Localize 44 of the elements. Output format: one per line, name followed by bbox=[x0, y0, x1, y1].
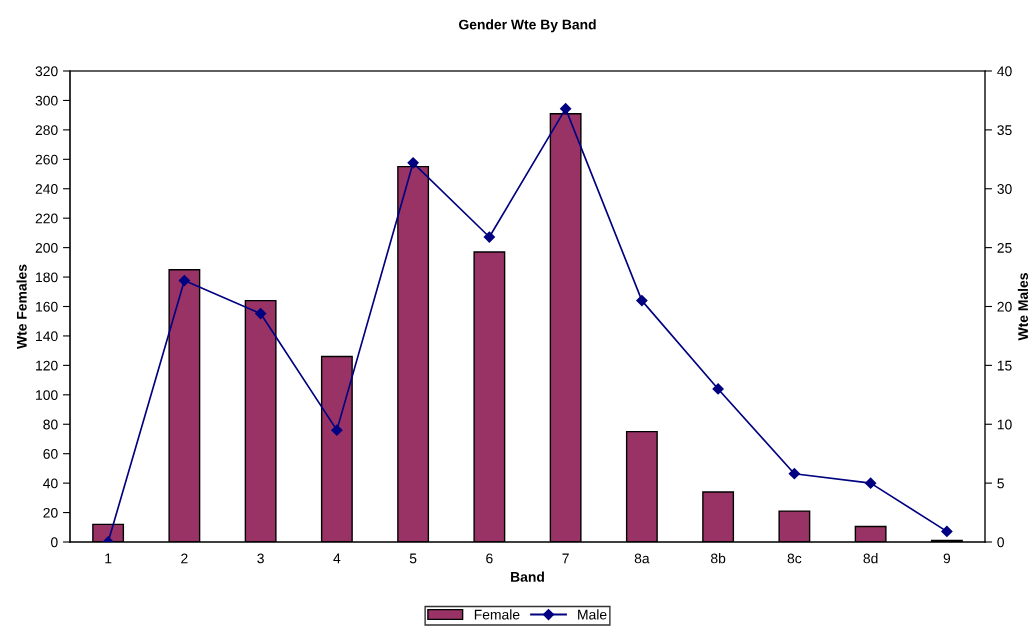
x-tick-label: 2 bbox=[181, 553, 188, 564]
x-tick-label: 8c bbox=[787, 553, 802, 564]
x-tick-label: 8a bbox=[634, 553, 650, 564]
y-tick-label: 100 bbox=[36, 390, 58, 400]
y-tick-label: 200 bbox=[35, 242, 58, 253]
y-tick-label: 0 bbox=[51, 537, 58, 548]
x-tick-label: 4 bbox=[333, 553, 341, 564]
y2-tick-label: 0 bbox=[997, 537, 1004, 548]
y-tick-label: 180 bbox=[36, 272, 58, 283]
y2-tick-label: 20 bbox=[997, 301, 1012, 312]
y-tick-label: 20 bbox=[43, 507, 58, 518]
y-tick-label: 140 bbox=[36, 331, 58, 342]
x-tick-label: 8b bbox=[711, 553, 726, 564]
x-tick-label: 9 bbox=[943, 553, 951, 564]
y-tick-label: 300 bbox=[35, 95, 58, 106]
y-axis-title: Wte Females bbox=[16, 264, 27, 349]
legend-label: Male bbox=[578, 609, 607, 620]
y-tick-label: 220 bbox=[35, 213, 58, 224]
x-tick-label: 3 bbox=[257, 553, 264, 564]
y-tick-label: 320 bbox=[35, 66, 58, 77]
x-tick-label: 7 bbox=[562, 553, 569, 564]
y2-tick-label: 25 bbox=[997, 242, 1012, 253]
x-axis-title: Band bbox=[511, 571, 544, 582]
y-tick-label: 60 bbox=[43, 449, 58, 459]
y-tick-label: 160 bbox=[36, 301, 58, 312]
x-tick-label: 5 bbox=[409, 553, 417, 564]
y2-tick-label: 30 bbox=[997, 184, 1012, 194]
x-tick-label: 6 bbox=[486, 553, 493, 564]
y2-tick-label: 10 bbox=[997, 419, 1012, 430]
chart-title: Gender Wte By Band bbox=[459, 19, 596, 33]
y2-axis-title: Wte Males bbox=[1017, 273, 1029, 341]
y2-tick-label: 15 bbox=[997, 360, 1012, 371]
x-tick-label: 1 bbox=[105, 553, 112, 564]
legend-label: Female bbox=[474, 609, 520, 620]
y-tick-label: 40 bbox=[43, 478, 58, 489]
y-tick-label: 80 bbox=[43, 419, 58, 430]
y2-tick-label: 35 bbox=[997, 125, 1012, 136]
y-tick-label: 120 bbox=[36, 360, 58, 371]
y-tick-label: 280 bbox=[35, 125, 58, 136]
y-tick-label: 260 bbox=[35, 154, 58, 165]
x-tick-label: 8d bbox=[863, 553, 878, 564]
y-tick-label: 240 bbox=[35, 184, 58, 194]
y2-tick-label: 5 bbox=[997, 478, 1004, 489]
y2-tick-label: 40 bbox=[997, 66, 1012, 77]
